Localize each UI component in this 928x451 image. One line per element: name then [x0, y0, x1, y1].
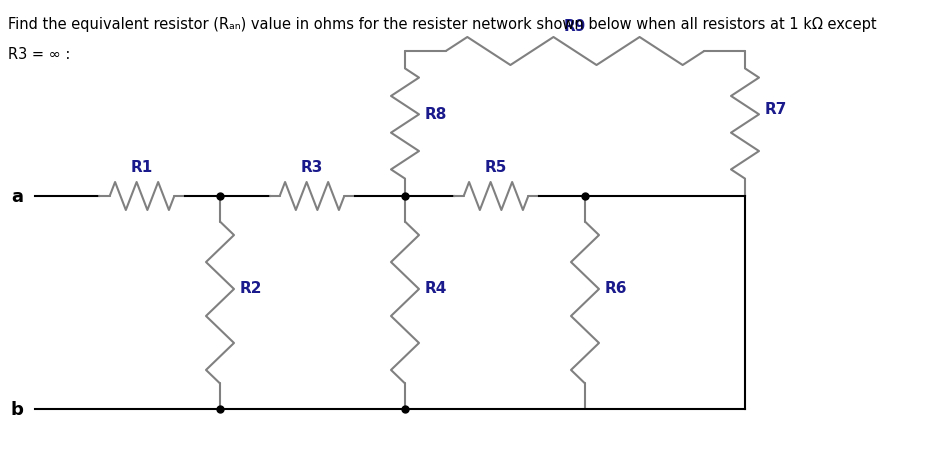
Text: a: a	[11, 188, 23, 206]
Text: R3 = ∞ :: R3 = ∞ :	[8, 47, 71, 62]
Text: R8: R8	[424, 107, 447, 122]
Text: R7: R7	[764, 102, 787, 117]
Text: R2: R2	[239, 281, 263, 295]
Text: R5: R5	[484, 160, 507, 175]
Text: R1: R1	[131, 160, 153, 175]
Text: b: b	[10, 400, 23, 418]
Text: R6: R6	[604, 281, 626, 295]
Text: R3: R3	[301, 160, 323, 175]
Text: R4: R4	[424, 281, 447, 295]
Text: R9: R9	[563, 19, 586, 34]
Text: Find the equivalent resistor (Rₐₙ) value in ohms for the resister network shown : Find the equivalent resistor (Rₐₙ) value…	[8, 17, 876, 32]
